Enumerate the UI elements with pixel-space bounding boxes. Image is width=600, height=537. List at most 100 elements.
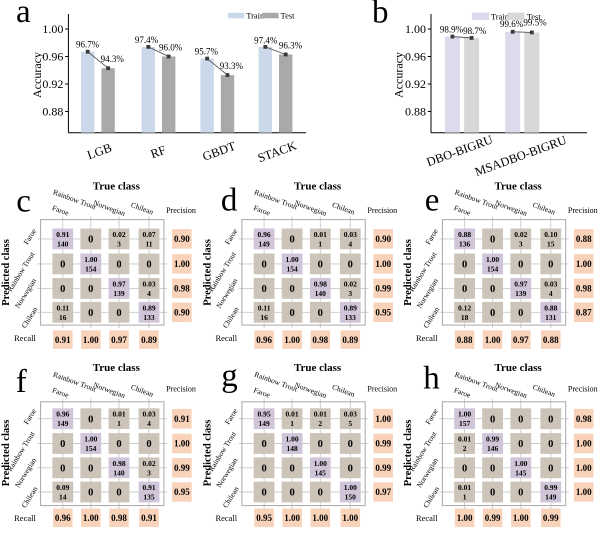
svg-text:0.91: 0.91	[141, 513, 157, 523]
svg-text:139: 139	[113, 289, 125, 298]
svg-text:4: 4	[549, 289, 553, 298]
svg-text:Predicted class: Predicted class	[403, 239, 414, 306]
svg-text:0.96: 0.96	[258, 230, 271, 239]
svg-text:15: 15	[547, 239, 555, 248]
svg-text:3: 3	[519, 239, 523, 248]
svg-text:16: 16	[59, 313, 67, 322]
svg-text:0: 0	[88, 308, 93, 319]
svg-text:1.00: 1.00	[284, 335, 300, 345]
svg-text:Precision: Precision	[568, 206, 598, 215]
svg-text:0.95: 0.95	[174, 487, 190, 497]
svg-text:c: c	[16, 184, 31, 220]
svg-text:0.92: 0.92	[42, 77, 63, 91]
svg-text:Test: Test	[281, 11, 296, 21]
svg-text:96.7%: 96.7%	[76, 39, 100, 49]
svg-text:16: 16	[260, 313, 268, 322]
svg-text:1.00: 1.00	[375, 414, 391, 424]
svg-text:1.00: 1.00	[84, 435, 97, 444]
svg-text:1.00: 1.00	[576, 439, 592, 449]
svg-text:Precision: Precision	[166, 206, 196, 215]
svg-text:1.00: 1.00	[286, 255, 299, 264]
svg-text:0.99: 0.99	[375, 439, 391, 449]
svg-text:148: 148	[286, 444, 298, 453]
svg-text:1.00: 1.00	[344, 483, 357, 492]
svg-text:Recall: Recall	[215, 513, 237, 523]
svg-text:0.97: 0.97	[112, 279, 125, 288]
svg-text:3: 3	[147, 468, 151, 477]
svg-text:0.97: 0.97	[375, 487, 391, 497]
svg-text:1.00: 1.00	[174, 259, 190, 269]
svg-text:96.3%: 96.3%	[279, 41, 303, 51]
svg-text:0.96: 0.96	[405, 50, 426, 64]
svg-text:18: 18	[461, 313, 469, 322]
svg-text:0.95: 0.95	[375, 308, 391, 318]
svg-text:Predicted class: Predicted class	[1, 420, 12, 487]
svg-text:145: 145	[315, 468, 327, 477]
svg-text:Predicted class: Predicted class	[202, 239, 213, 306]
svg-text:1.00: 1.00	[375, 259, 391, 269]
svg-text:2: 2	[318, 419, 322, 428]
svg-text:0.99: 0.99	[174, 463, 190, 473]
svg-text:Recall: Recall	[14, 513, 36, 523]
svg-text:0: 0	[88, 414, 93, 425]
svg-text:0.97: 0.97	[513, 335, 529, 345]
svg-text:0.88: 0.88	[458, 230, 471, 239]
svg-text:0: 0	[116, 260, 121, 271]
svg-text:0: 0	[289, 284, 294, 295]
svg-text:0: 0	[348, 439, 353, 450]
svg-text:Train: Train	[246, 11, 265, 21]
svg-text:0.02: 0.02	[112, 230, 125, 239]
svg-text:0.98: 0.98	[576, 284, 592, 294]
svg-text:4: 4	[348, 239, 352, 248]
svg-text:0.88: 0.88	[457, 335, 473, 345]
svg-text:0: 0	[146, 439, 151, 450]
svg-text:0.89: 0.89	[141, 335, 157, 345]
svg-text:0.90: 0.90	[174, 234, 190, 244]
svg-text:131: 131	[545, 313, 557, 322]
svg-text:154: 154	[286, 264, 298, 273]
svg-text:0: 0	[490, 414, 495, 425]
svg-text:0: 0	[261, 260, 266, 271]
svg-text:140: 140	[315, 289, 327, 298]
svg-text:0.96: 0.96	[256, 335, 272, 345]
svg-text:133: 133	[143, 313, 155, 322]
svg-text:0: 0	[88, 235, 93, 246]
svg-text:Precision: Precision	[568, 385, 598, 394]
svg-text:Train: Train	[491, 12, 510, 22]
svg-text:0: 0	[116, 308, 121, 319]
svg-text:0.98: 0.98	[312, 335, 328, 345]
svg-text:0: 0	[289, 464, 294, 475]
svg-text:0.99: 0.99	[486, 435, 499, 444]
svg-text:1.00: 1.00	[405, 22, 426, 36]
svg-text:96.0%: 96.0%	[159, 43, 183, 53]
svg-text:0.99: 0.99	[543, 513, 559, 523]
svg-text:Recall: Recall	[416, 513, 438, 523]
svg-text:Precision: Precision	[367, 206, 397, 215]
svg-text:0: 0	[462, 464, 467, 475]
svg-text:0: 0	[348, 464, 353, 475]
svg-text:157: 157	[459, 419, 471, 428]
svg-text:0.01: 0.01	[458, 435, 471, 444]
svg-text:0.02: 0.02	[344, 279, 357, 288]
svg-text:99.6%: 99.6%	[500, 19, 524, 29]
svg-text:d: d	[221, 183, 238, 219]
svg-text:0.88: 0.88	[42, 105, 63, 119]
svg-text:0: 0	[518, 414, 523, 425]
svg-text:14: 14	[59, 493, 67, 502]
svg-text:0: 0	[490, 235, 495, 246]
svg-text:e: e	[425, 183, 440, 219]
svg-text:0: 0	[548, 260, 553, 271]
svg-text:0.98: 0.98	[112, 459, 125, 468]
svg-text:b: b	[372, 0, 389, 31]
svg-text:0: 0	[548, 414, 553, 425]
svg-text:0.88: 0.88	[543, 335, 559, 345]
svg-text:145: 145	[515, 468, 527, 477]
svg-text:0: 0	[318, 308, 323, 319]
svg-text:Test: Test	[527, 12, 542, 22]
svg-text:0: 0	[490, 464, 495, 475]
svg-text:94.3%: 94.3%	[101, 54, 125, 64]
svg-text:149: 149	[545, 493, 557, 502]
svg-text:154: 154	[487, 264, 499, 273]
svg-text:0.92: 0.92	[405, 77, 426, 91]
svg-text:0.89: 0.89	[342, 335, 358, 345]
